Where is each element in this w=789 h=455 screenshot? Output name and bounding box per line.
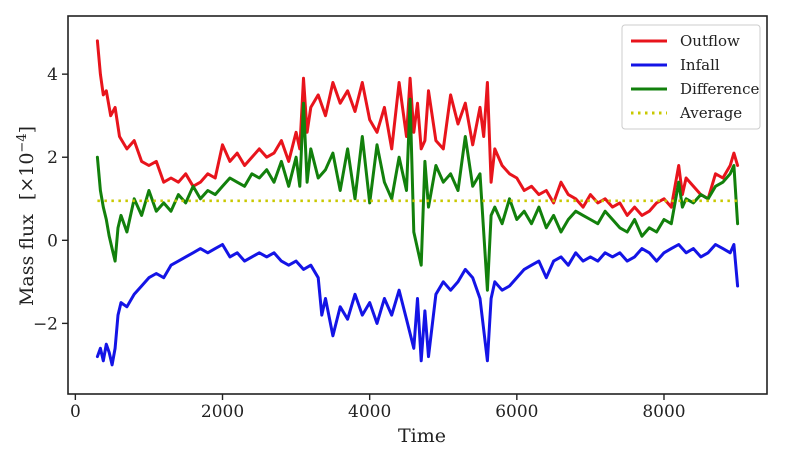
x-tick-label: 4000: [348, 402, 391, 422]
y-axis-label: Mass flux [×10−4]: [15, 126, 38, 306]
plot-frame: [67, 15, 768, 395]
series-line-outflow: [95, 39, 740, 217]
legend: Outflow Infall Difference Average: [621, 24, 761, 130]
svg-text:Mass flux[×10−4]: Mass flux [×10−4]: [15, 126, 38, 306]
y-tick-label: −2: [33, 314, 58, 334]
legend-label-average: Average: [679, 104, 742, 122]
y-tick-label: 0: [47, 231, 58, 251]
y-axis-label-exponent: −4: [15, 133, 30, 152]
x-axis-label: Time: [398, 425, 446, 447]
x-axis-ticks: 0 2000 4000 6000 8000: [70, 394, 686, 422]
legend-label-outflow: Outflow: [680, 32, 740, 50]
x-tick-label: 0: [70, 402, 81, 422]
y-tick-label: 4: [47, 65, 58, 85]
legend-label-infall: Infall: [680, 56, 720, 74]
legend-label-difference: Difference: [680, 80, 759, 98]
x-tick-label: 8000: [642, 402, 685, 422]
legend-box: [621, 24, 761, 130]
x-tick-label: 2000: [201, 402, 244, 422]
series-layer: [95, 39, 740, 367]
y-axis-label-text: Mass flux: [16, 214, 38, 306]
y-tick-label: 2: [47, 148, 58, 168]
y-axis-ticks: −2 0 2 4: [33, 65, 68, 334]
series-line-infall: [95, 243, 740, 367]
series-line-difference: [95, 97, 740, 292]
x-tick-label: 6000: [495, 402, 538, 422]
y-axis-label-close: ]: [16, 126, 38, 133]
y-axis-label-unit: [×10: [16, 153, 38, 201]
